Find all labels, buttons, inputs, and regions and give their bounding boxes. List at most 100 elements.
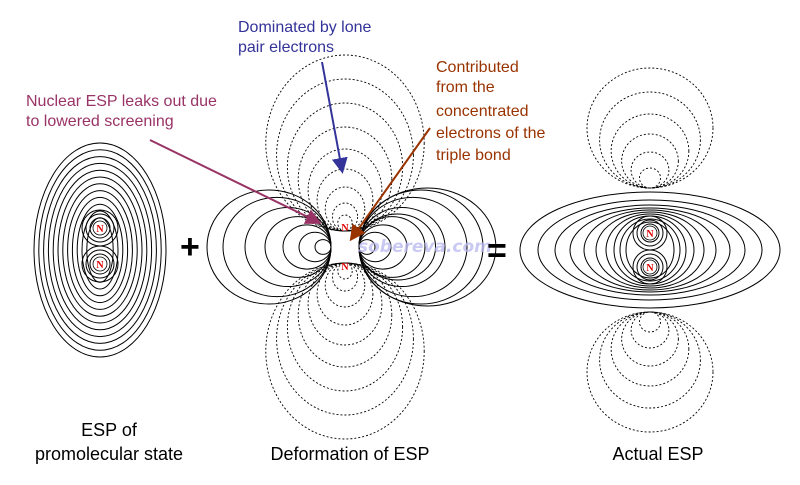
positive-contour	[85, 249, 115, 279]
positive-contour	[282, 224, 332, 270]
positive-contour	[57, 176, 143, 324]
triple-bond-annotation: Contributed from the concentrated electr…	[436, 59, 546, 164]
positive-contour	[52, 169, 148, 331]
svg-text:pair electrons: pair electrons	[238, 39, 334, 56]
positive-contour	[554, 204, 746, 296]
positive-contour	[636, 253, 664, 281]
lone-pair-arrow	[321, 61, 348, 174]
svg-text:triple bond: triple bond	[436, 147, 511, 164]
positive-contour	[537, 199, 763, 301]
negative-contour	[265, 54, 425, 232]
negative-contour	[286, 262, 404, 392]
nuclear-leak-annotation: Nuclear ESP leaks out due to lowered scr…	[26, 93, 217, 130]
watermark: sobereva.com	[358, 237, 492, 257]
positive-contour	[583, 209, 717, 291]
positive-contour	[38, 149, 162, 351]
negative-contour	[265, 262, 425, 440]
positive-contour	[595, 211, 705, 289]
nucleus-left-top: N	[92, 220, 108, 236]
promolecular-label-line2: promolecular state	[35, 444, 183, 464]
positive-contour	[89, 253, 111, 275]
actual-esp-label: Actual ESP	[612, 444, 703, 464]
negative-contour	[610, 113, 690, 189]
positive-contour	[67, 190, 133, 310]
positive-contour	[358, 213, 437, 281]
negative-contour	[337, 262, 353, 280]
negative-contour	[621, 311, 679, 367]
negative-contour	[586, 311, 714, 433]
negative-contour	[630, 311, 670, 349]
positive-contour	[62, 183, 138, 317]
positive-contour	[640, 257, 660, 277]
deformation-label: Deformation of ESP	[270, 444, 429, 464]
positive-contour	[244, 206, 332, 288]
promolecular-label-line1: ESP of	[81, 420, 138, 440]
svg-text:N: N	[341, 262, 349, 273]
negative-contour	[586, 67, 714, 189]
nucleus-mid-bottom: N	[341, 262, 349, 273]
actual-esp-contours	[519, 67, 781, 433]
negative-contour	[599, 311, 701, 409]
negative-contour	[276, 262, 414, 416]
svg-text:to lowered screening: to lowered screening	[26, 113, 174, 130]
svg-text:Dominated by lone: Dominated by lone	[238, 19, 372, 36]
positive-contour	[43, 156, 157, 344]
svg-text:Nuclear ESP leaks out due: Nuclear ESP leaks out due	[26, 93, 217, 110]
negative-contour	[337, 214, 353, 232]
nucleus-right-top: N	[642, 225, 658, 241]
positive-contour	[625, 221, 675, 279]
negative-contour	[286, 102, 404, 232]
positive-contour	[636, 219, 664, 247]
positive-contour	[71, 196, 129, 304]
svg-text:Contributed: Contributed	[436, 59, 519, 76]
svg-text:concentrated: concentrated	[436, 103, 529, 120]
negative-contour	[276, 78, 414, 232]
svg-text:N: N	[96, 224, 104, 235]
negative-contour	[316, 168, 374, 232]
positive-contour	[314, 239, 332, 255]
svg-text:from the: from the	[436, 79, 495, 96]
negative-contour	[331, 262, 359, 292]
positive-contour	[569, 207, 731, 293]
positive-contour	[619, 218, 681, 282]
negative-contour	[639, 167, 661, 189]
positive-contour	[89, 217, 111, 239]
nucleus-left-bottom: N	[92, 256, 108, 272]
svg-text:N: N	[646, 263, 654, 274]
positive-contour	[632, 249, 668, 285]
positive-contour	[206, 189, 332, 305]
positive-contour	[85, 213, 115, 243]
negative-contour	[621, 133, 679, 189]
triple-bond-arrow	[349, 127, 431, 242]
equals-sign: =	[487, 232, 507, 270]
plus-sign: +	[180, 228, 200, 266]
negative-contour	[639, 311, 661, 333]
lone-pair-annotation: Dominated by lone pair electrons	[238, 19, 372, 56]
negative-contour	[610, 311, 690, 387]
positive-contour	[605, 213, 695, 287]
positive-contour	[81, 210, 119, 290]
positive-contour	[33, 142, 167, 358]
negative-contour	[316, 262, 374, 326]
nuclear-leak-arrow	[149, 139, 322, 224]
negative-contour	[599, 91, 701, 189]
nucleus-right-bottom: N	[642, 259, 658, 275]
svg-text:electrons of the: electrons of the	[436, 125, 546, 142]
positive-contour	[264, 216, 332, 278]
negative-contour	[307, 262, 383, 346]
positive-contour	[47, 162, 153, 338]
positive-contour	[519, 191, 781, 309]
positive-contour	[640, 223, 660, 243]
svg-text:N: N	[646, 229, 654, 240]
negative-contour	[297, 126, 393, 232]
negative-contour	[630, 151, 670, 189]
nucleus-mid-top: N	[341, 223, 349, 234]
svg-text:N: N	[96, 260, 104, 271]
promolecular-esp-contours	[33, 142, 167, 358]
svg-text:N: N	[341, 223, 349, 234]
positive-contour	[81, 245, 119, 283]
positive-contour	[76, 203, 124, 297]
negative-contour	[307, 148, 383, 232]
negative-contour	[297, 262, 393, 368]
